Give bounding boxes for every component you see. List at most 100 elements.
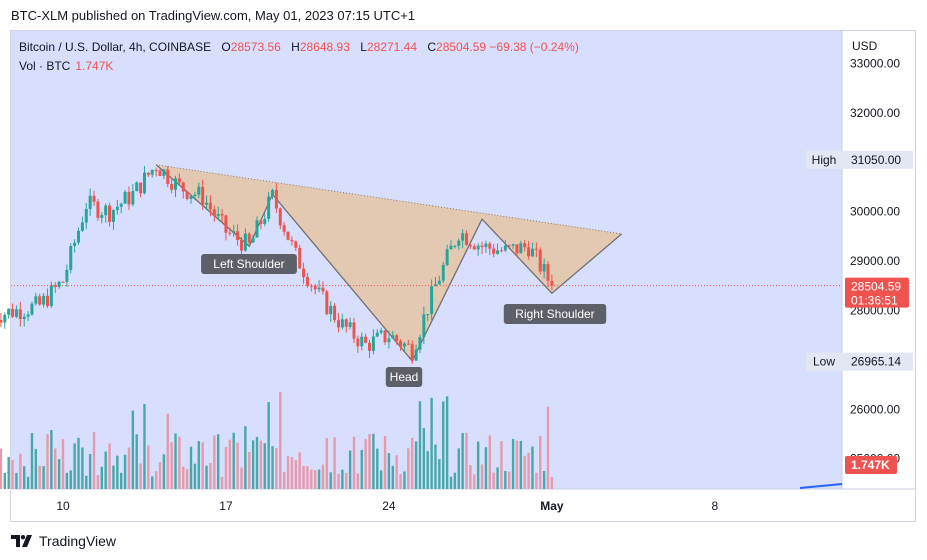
volume-bar [511, 438, 515, 489]
low-value-label: 26965.14 [851, 355, 901, 369]
volume-bar [162, 454, 166, 489]
volume-bar [364, 439, 367, 489]
candle-body [267, 196, 271, 219]
candle-body [243, 233, 247, 251]
candle-body [158, 170, 162, 177]
candle-body [309, 285, 313, 287]
candle-body [453, 245, 457, 247]
candle-body [399, 340, 403, 347]
candle-body [418, 337, 422, 350]
candle-body [550, 280, 554, 286]
candle-body [166, 169, 170, 184]
candle-body [271, 190, 275, 197]
candle-body [49, 285, 53, 307]
volume-bar [422, 428, 426, 489]
volume-bar [69, 470, 72, 489]
volume-legend: Vol · BTC 1.747K [19, 59, 113, 73]
candle-body [11, 308, 15, 317]
candle-body [162, 169, 166, 177]
candle-body [208, 202, 212, 210]
right-shoulder-label-bg [503, 304, 607, 324]
candle-body [406, 343, 410, 345]
volume-bar [500, 441, 503, 489]
symbol-name: Bitcoin / U.S. Dollar, 4h, COINBASE [19, 40, 212, 54]
tradingview-logo-icon [11, 535, 32, 547]
candle-body [294, 241, 298, 248]
volume-bar [333, 437, 336, 489]
volume-bar [341, 469, 344, 489]
volume-bar [217, 434, 220, 489]
candle-body [259, 220, 263, 224]
volume-bar [352, 436, 356, 489]
volume-bar [259, 440, 263, 489]
currency-label[interactable]: USD [852, 39, 878, 53]
countdown-label: 01:36:51 [851, 294, 898, 308]
candle-body [391, 335, 395, 339]
candle-body [142, 172, 146, 194]
last-price-badge [845, 277, 909, 308]
volume-bar [383, 436, 387, 489]
candle-body [387, 338, 391, 343]
candle-body [433, 284, 437, 287]
volume-bar [310, 469, 313, 489]
price-tick-label: 32000.00 [850, 106, 900, 120]
volume-bar [38, 465, 41, 489]
candle-body [519, 243, 523, 254]
candle-body [414, 349, 418, 361]
volume-bar [151, 476, 154, 489]
volume-bar [314, 470, 317, 489]
candle-body [426, 314, 430, 316]
candle-body [7, 308, 11, 315]
high-value: 28648.93 [299, 40, 350, 54]
candle-body [42, 295, 46, 305]
candle-body [139, 182, 143, 194]
candle-body [239, 240, 243, 251]
volume-bar [267, 402, 270, 489]
candle-body [80, 222, 84, 231]
head-label-bg [385, 367, 423, 387]
candle-body [375, 332, 379, 337]
candle-body [232, 231, 236, 233]
volume-bar [523, 455, 526, 489]
volume-bar [85, 475, 88, 489]
publisher-line: BTC-XLM published on TradingView.com, Ma… [11, 8, 416, 23]
candle-body [224, 215, 228, 233]
candle-body [286, 231, 290, 240]
volume-bars [0, 392, 554, 489]
candle-body [119, 203, 123, 207]
candle-body [274, 190, 278, 209]
volume-bar [73, 443, 76, 489]
price-tick-label: 29000.00 [850, 254, 900, 268]
candle-body [503, 245, 507, 251]
volume-bar [104, 451, 107, 489]
candle-body [84, 209, 88, 223]
volume-bar [120, 472, 123, 489]
candle-body [88, 195, 92, 210]
time-tick-label: 10 [56, 499, 70, 513]
candle-body [236, 231, 240, 241]
candle-body [480, 245, 484, 248]
tradingview-brand[interactable]: TradingView [11, 533, 116, 549]
volume-bar [232, 432, 235, 489]
volume-bar [139, 463, 142, 489]
change-value: −69.38 (−0.24%) [489, 40, 579, 54]
low-value: 28271.44 [366, 40, 417, 54]
candle-body [333, 305, 337, 321]
candle-body [65, 269, 69, 282]
candle-body [189, 196, 193, 199]
candle-body [53, 285, 57, 287]
price-tick-label: 30000.00 [850, 205, 900, 219]
candle-body [472, 246, 476, 250]
volume-value: 1.747K [75, 59, 114, 73]
candle-body [185, 191, 189, 199]
time-tick-label: 17 [219, 499, 233, 513]
candle-body [348, 322, 352, 327]
candle-body [104, 205, 108, 216]
volume-bar [54, 448, 57, 489]
head-label: Head [390, 370, 419, 384]
volume-bar [100, 466, 103, 489]
neckline [156, 164, 622, 235]
candle-body [511, 244, 515, 246]
volume-bar [205, 465, 208, 489]
